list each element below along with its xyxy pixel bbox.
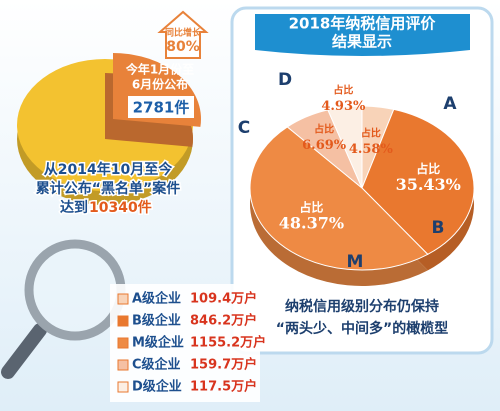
part-caption: 今年1月份至 (125, 62, 194, 77)
slice-category: A (443, 94, 457, 114)
slice-value-label: 4.93% (321, 99, 366, 114)
slice (327, 105, 363, 189)
total-caption: 累计公布“黑名单”案件 (36, 180, 180, 197)
legend-name: A级企业 (132, 291, 181, 307)
slice-value-label: 6.69% (302, 138, 347, 153)
slice-category: C (238, 118, 250, 138)
part-value-box (128, 96, 194, 118)
slice-value-label: 35.43% (396, 175, 461, 194)
slice-value-label: 48.37% (279, 213, 344, 232)
total-caption: 从2014年10月至今 (44, 161, 172, 178)
legend-count: 109.4万户 (190, 291, 257, 307)
badge-title: 同比增长 (165, 27, 202, 39)
slice-label-title: 占比 (416, 161, 440, 176)
slice-category: M (347, 252, 364, 272)
part-caption: 6月份公布 (132, 77, 188, 92)
title-banner (255, 14, 470, 56)
legend-name: B级企业 (132, 313, 181, 329)
legend-name: C级企业 (132, 357, 181, 373)
magnifier (1, 239, 126, 379)
chart-title: 结果显示 (332, 33, 392, 51)
legend-swatch (117, 315, 129, 327)
slice-label-title: 占比 (299, 199, 323, 214)
slice-label-title: 占比 (333, 84, 353, 97)
total-value: 10340件 (89, 199, 152, 216)
legend-box (110, 284, 260, 402)
chart-caption: 纳税信用级别分布仍保持 (285, 298, 439, 315)
legend-swatch (117, 293, 129, 305)
legend-count: 846.2万户 (190, 313, 257, 329)
slice-value-label: 4.58% (349, 142, 394, 157)
legend-swatch (117, 337, 129, 349)
slice-category: B (432, 218, 445, 238)
legend-swatch (117, 359, 129, 371)
legend-count: 1155.2万户 (190, 335, 266, 351)
legend-name: M级企业 (132, 335, 184, 351)
slice-label-title: 占比 (314, 123, 334, 136)
badge-arrow (157, 10, 209, 59)
legend-count: 159.7万户 (190, 357, 257, 373)
slice (249, 126, 429, 271)
chart-caption: “两头少、中间多”的橄榄型 (276, 320, 448, 337)
legend-count: 117.5万户 (190, 379, 257, 395)
slice-category: D (278, 70, 292, 90)
chart-title: 2018年纳税信用评价 (289, 15, 437, 33)
total-caption: 达到 (60, 199, 88, 216)
slice (361, 108, 475, 255)
legend-swatch (117, 381, 129, 393)
slice-label-title: 占比 (361, 126, 381, 139)
badge-value: 80% (166, 39, 200, 55)
part-value: 2781件 (133, 99, 190, 117)
legend-name: D级企业 (132, 379, 182, 395)
